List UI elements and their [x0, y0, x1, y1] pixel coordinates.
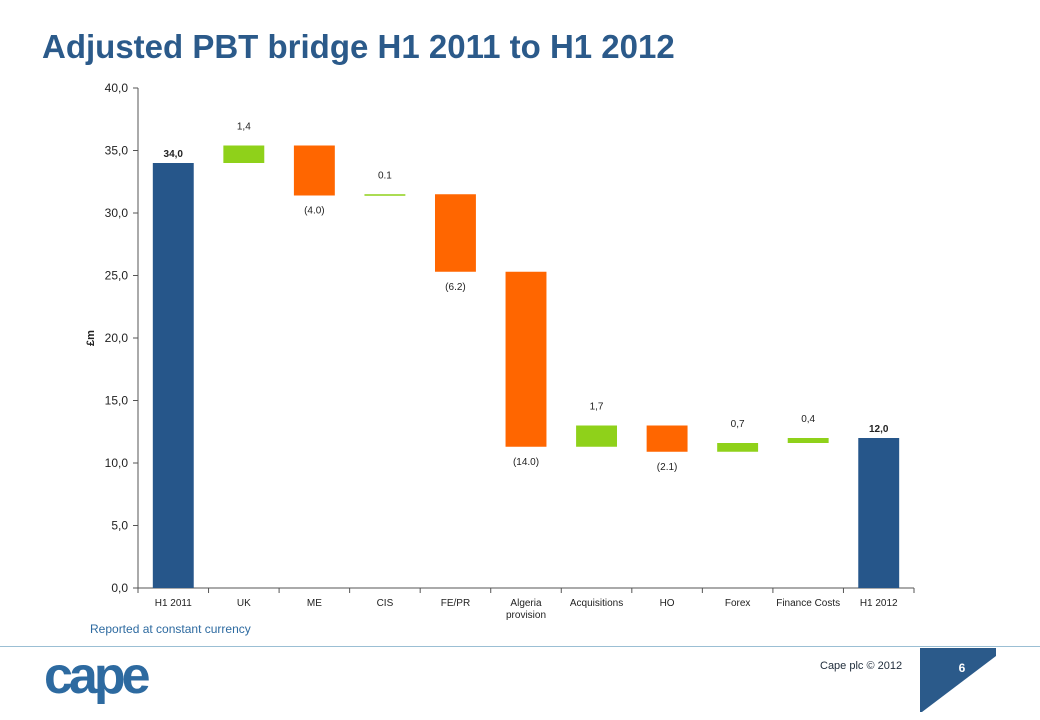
category-label-finance-costs: Finance Costs [776, 598, 840, 609]
y-tick-label: 0,0 [111, 581, 128, 595]
y-tick-label: 20,0 [105, 331, 129, 345]
bar-algeria-provision [505, 271, 547, 447]
waterfall-chart: 0,0 5,0 10,0 15,0 20,0 25,0 30,0 35,0 40,0 £m 34,… [85, 81, 915, 621]
cape-logo: cape [44, 655, 154, 705]
bar-h1-2011 [152, 163, 194, 588]
copyright-text: Cape plc © 2012 [820, 660, 903, 672]
category-label-acquisitions: Acquisitions [570, 598, 623, 609]
value-label-uk: 1,4 [237, 122, 251, 133]
bar-fe-pr [434, 194, 476, 272]
y-tick-label: 5,0 [111, 519, 128, 533]
page-number: 6 [958, 661, 966, 675]
value-label-finance-costs: 0,4 [801, 414, 815, 425]
y-tick-label: 30,0 [105, 206, 129, 220]
category-label-forex: Forex [725, 598, 751, 609]
value-label-forex: 0,7 [731, 419, 745, 430]
y-tick-label: 35,0 [105, 144, 129, 158]
chart-x-labels: H1 2011 UK ME CIS FE/PR Algeria provision Acqui… [155, 598, 898, 621]
category-label-h1-2011: H1 2011 [155, 598, 193, 609]
value-label-cis: 0.1 [378, 170, 392, 181]
category-label-ho: HO [660, 598, 675, 609]
y-tick-label: 15,0 [105, 394, 129, 408]
category-label-cis: CIS [377, 598, 394, 609]
bar-h1-2012 [858, 438, 900, 588]
value-label-acquisitions: 1,7 [590, 402, 604, 413]
value-label-h1-2012: 12,0 [869, 424, 889, 435]
bar-cis [364, 194, 406, 196]
category-label-uk: UK [237, 598, 251, 609]
y-tick-label: 40,0 [105, 81, 129, 95]
value-label-fe-pr: (6.2) [445, 282, 466, 293]
bar-finance-costs [787, 438, 829, 443]
bar-uk [223, 145, 265, 163]
bar-acquisitions [576, 425, 618, 447]
y-tick-label: 10,0 [105, 456, 129, 470]
category-label-h1-2012: H1 2012 [860, 598, 898, 609]
value-label-h1-2011: 34,0 [164, 149, 184, 160]
category-label-me: ME [307, 598, 322, 609]
bar-forex [717, 443, 759, 452]
footnote: Reported at constant currency [90, 622, 251, 636]
y-axis-title: £m [85, 330, 97, 346]
bar-me [293, 145, 335, 196]
bar-ho [646, 425, 688, 452]
chart-axes: 0,0 5,0 10,0 15,0 20,0 25,0 30,0 35,0 40,0 £m [85, 81, 915, 595]
category-label-algeria-provision: Algeria provision [506, 598, 546, 621]
value-label-me: (4.0) [304, 206, 325, 217]
value-label-ho: (2.1) [657, 462, 678, 473]
footer-divider [0, 646, 1040, 647]
chart-value-labels: 34,0 1,4 (4.0) 0.1 (6.2) (14.0) 1,7 (2.1) 0,7 0,4… [164, 122, 889, 473]
category-label-fe-pr: FE/PR [441, 598, 470, 609]
page-title: Adjusted PBT bridge H1 2011 to H1 2012 [42, 28, 675, 65]
value-label-algeria-provision: (14.0) [513, 457, 539, 468]
page-number-tab [920, 648, 996, 712]
y-tick-label: 25,0 [105, 269, 129, 283]
chart-bars [152, 145, 900, 588]
logo-wordmark: cape [44, 655, 150, 705]
